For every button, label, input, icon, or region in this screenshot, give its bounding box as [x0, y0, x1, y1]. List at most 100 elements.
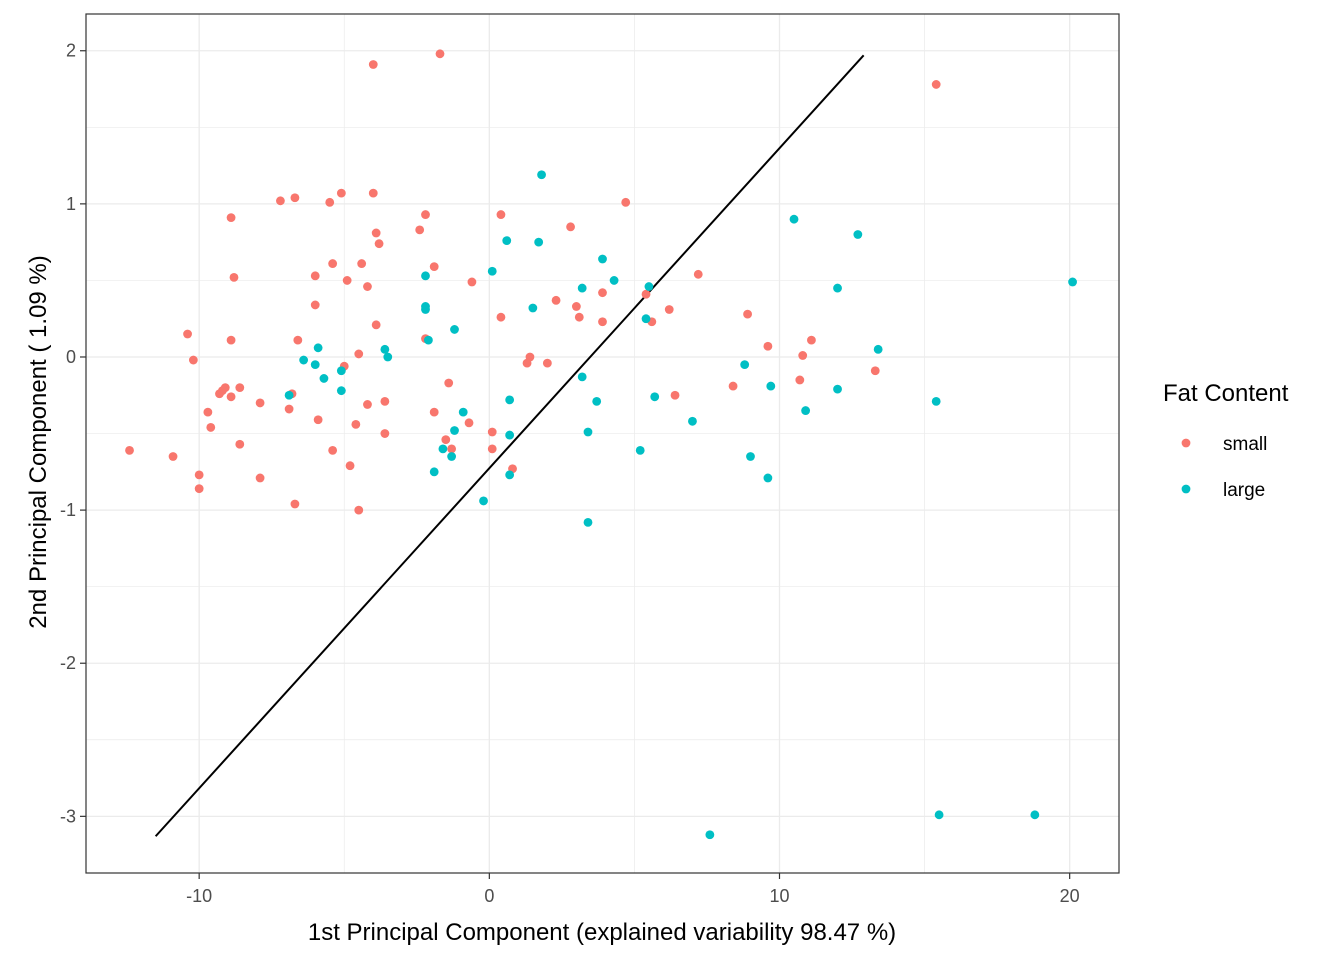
- point-large: [766, 381, 776, 391]
- x-tick-label: -10: [186, 886, 212, 906]
- point-small: [380, 429, 390, 438]
- panel-border: [85, 13, 1120, 874]
- point-small: [226, 335, 236, 345]
- point-small: [522, 358, 532, 368]
- point-small: [203, 407, 213, 417]
- point-large: [609, 276, 619, 285]
- point-small: [798, 351, 808, 360]
- point-small: [293, 335, 303, 345]
- x-tick-label: 0: [484, 886, 494, 906]
- point-small: [467, 277, 477, 287]
- point-small: [313, 415, 323, 425]
- point-large: [801, 406, 811, 415]
- y-tick-label: -3: [60, 806, 76, 826]
- point-small: [807, 335, 816, 345]
- point-small: [235, 383, 245, 393]
- legend-key-small: [1181, 438, 1191, 448]
- point-large: [537, 170, 546, 180]
- point-small: [371, 320, 381, 330]
- point-large: [502, 236, 512, 246]
- x-tick-label: 20: [1060, 886, 1080, 906]
- point-small: [368, 188, 378, 198]
- point-small: [290, 499, 300, 509]
- point-small: [444, 378, 454, 388]
- point-large: [746, 452, 755, 461]
- point-small: [870, 366, 880, 376]
- point-small: [496, 210, 506, 219]
- point-small: [421, 210, 430, 219]
- point-large: [577, 372, 587, 382]
- point-small: [664, 305, 674, 314]
- point-small: [354, 505, 364, 515]
- x-axis-title: 1st Principal Component (explained varia…: [308, 919, 896, 946]
- x-tick-label: 10: [769, 886, 789, 906]
- point-small: [229, 272, 239, 282]
- point-large: [313, 343, 323, 353]
- point-small: [345, 461, 355, 471]
- point-large: [487, 266, 497, 276]
- point-small: [255, 398, 265, 408]
- point-large: [592, 396, 602, 406]
- point-small: [415, 225, 425, 235]
- y-tick-label: -2: [60, 653, 76, 673]
- data-points: [125, 49, 1077, 840]
- point-small: [447, 444, 457, 454]
- point-large: [534, 237, 544, 247]
- point-small: [728, 381, 738, 391]
- point-large: [299, 355, 309, 365]
- point-small: [284, 404, 294, 414]
- point-large: [583, 517, 593, 527]
- point-small: [363, 400, 372, 409]
- legend-key-large: [1181, 484, 1191, 494]
- y-tick-label: 1: [66, 194, 76, 214]
- point-large: [450, 325, 459, 334]
- point-large: [705, 830, 715, 840]
- point-small: [215, 389, 224, 399]
- legend: Fat Content small large: [1163, 380, 1289, 501]
- point-small: [693, 269, 703, 279]
- point-small: [255, 473, 265, 483]
- point-small: [183, 329, 192, 339]
- point-small: [226, 213, 236, 223]
- point-small: [368, 60, 378, 69]
- point-large: [789, 214, 799, 224]
- point-large: [873, 344, 883, 354]
- point-large: [383, 352, 393, 362]
- point-small: [598, 288, 607, 298]
- point-large: [763, 473, 773, 483]
- point-large: [598, 254, 607, 264]
- point-small: [310, 271, 320, 281]
- reference-line: [154, 54, 865, 837]
- point-small: [598, 317, 607, 327]
- point-large: [740, 360, 750, 370]
- point-large: [650, 392, 660, 402]
- point-large: [380, 344, 390, 354]
- point-small: [235, 439, 245, 449]
- point-large: [853, 230, 863, 239]
- point-small: [226, 392, 236, 402]
- point-small: [429, 262, 439, 272]
- reference-line-layer: [154, 54, 865, 837]
- point-large: [505, 430, 515, 440]
- point-large: [1068, 277, 1077, 287]
- point-small: [371, 228, 381, 238]
- point-small: [325, 197, 335, 207]
- point-small: [188, 355, 198, 365]
- point-large: [833, 384, 842, 394]
- point-large: [934, 810, 944, 820]
- point-small: [551, 295, 561, 305]
- point-large: [644, 282, 654, 291]
- point-small: [363, 282, 372, 291]
- legend-label-small: small: [1223, 434, 1267, 455]
- y-axis: -3 -2 -1 0 1 2: [60, 41, 86, 826]
- point-large: [635, 445, 645, 455]
- point-small: [194, 470, 204, 480]
- point-small: [435, 49, 445, 59]
- point-large: [421, 271, 430, 281]
- point-small: [342, 276, 352, 285]
- point-large: [1030, 810, 1040, 820]
- point-large: [505, 395, 515, 405]
- point-large: [284, 390, 294, 400]
- point-large: [336, 366, 346, 376]
